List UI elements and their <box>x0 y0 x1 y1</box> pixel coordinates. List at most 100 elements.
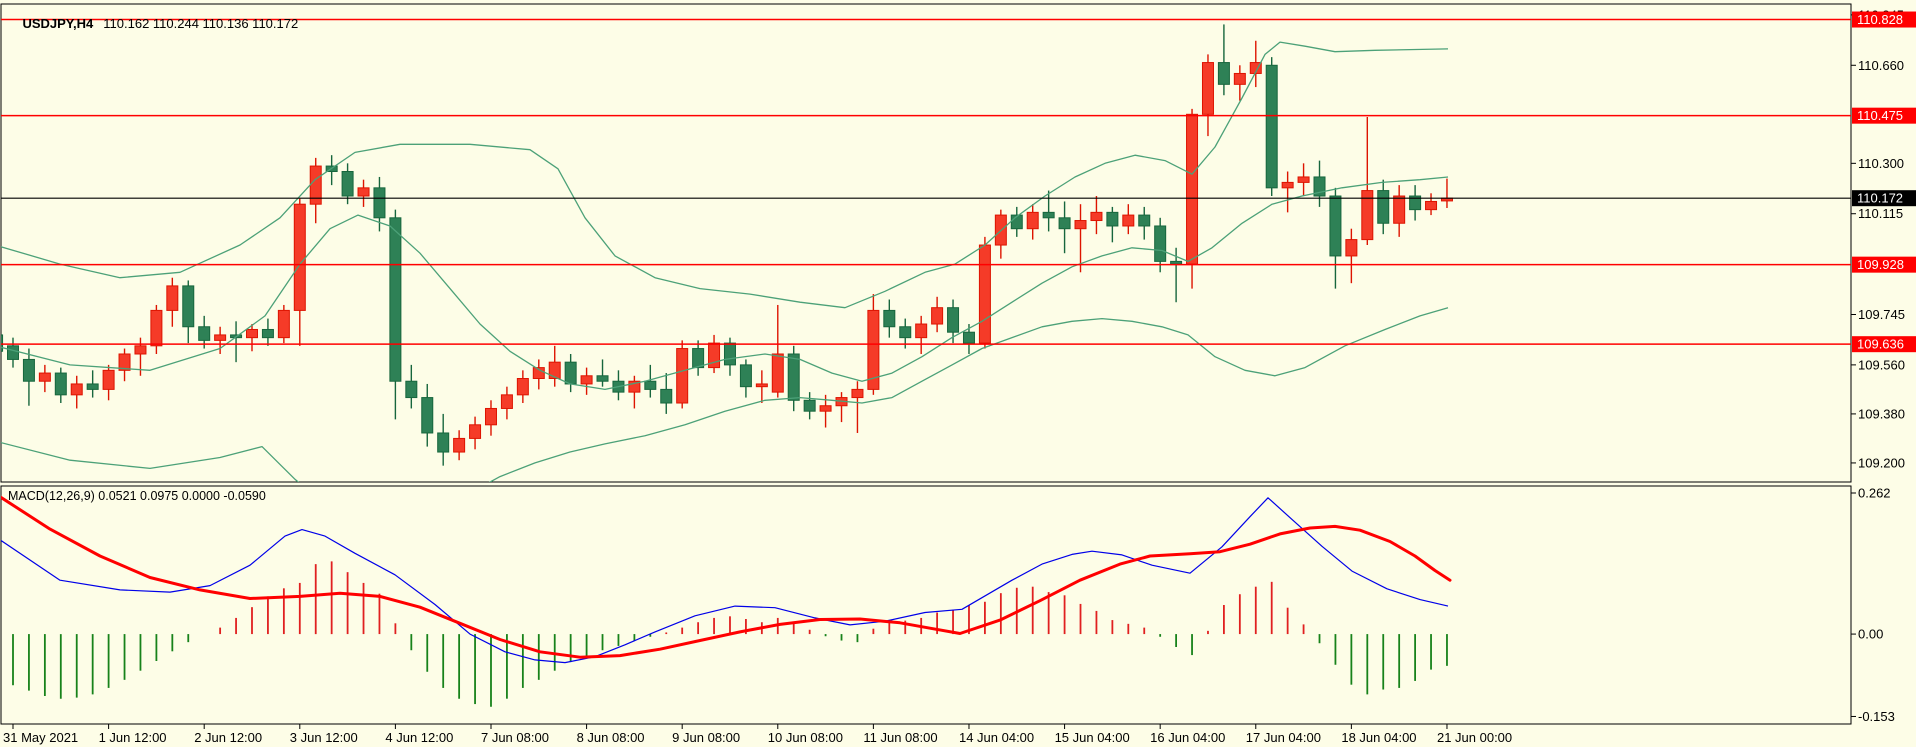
price-badge-label: 110.172 <box>1857 191 1903 206</box>
candle-body <box>1170 260 1183 265</box>
candle-body <box>70 383 83 396</box>
candle-body <box>261 328 274 339</box>
macd-tick-label: 0.262 <box>1858 486 1891 501</box>
candle-body <box>198 326 211 341</box>
time-tick-label: 11 Jun 08:00 <box>863 730 937 745</box>
bollinger-bands <box>1 41 1449 482</box>
candle-body <box>1329 195 1342 257</box>
candle-body <box>851 388 864 399</box>
candle-body <box>819 405 832 412</box>
candle-body <box>1201 62 1214 115</box>
candle-body <box>660 388 673 404</box>
symbol-timeframe-label: USDJPY,H4 <box>22 16 94 31</box>
candle-body <box>532 367 545 380</box>
time-tick-label: 31 May 2021 <box>3 730 78 745</box>
candle-body <box>692 348 705 369</box>
price-panel-border <box>0 3 1852 483</box>
candle-body <box>1186 113 1199 265</box>
candle-body <box>389 217 402 382</box>
candle-body <box>1138 214 1151 227</box>
candle-body <box>1058 217 1071 230</box>
candle-body <box>22 358 35 382</box>
candle-body <box>421 397 434 434</box>
candle-body <box>564 361 577 385</box>
candle-body <box>469 424 482 439</box>
candle-body <box>708 342 721 369</box>
candle-body <box>1345 239 1358 257</box>
candle-body <box>1 334 4 352</box>
price-axis[interactable]: 110.845110.660110.300110.115109.745109.5… <box>1851 7 1916 470</box>
indicator-axis[interactable]: 0.262 0.00 -0.153 <box>1851 486 1895 724</box>
price-badge-label: 110.828 <box>1857 12 1903 27</box>
candle-body <box>277 309 290 339</box>
candle-body <box>86 383 99 390</box>
candle-body <box>1217 62 1230 85</box>
price-panel[interactable] <box>0 18 1851 531</box>
candle-body <box>118 353 131 371</box>
price-tick-label: 110.660 <box>1858 58 1904 73</box>
candle-body <box>1106 211 1119 227</box>
macd-histogram <box>12 561 1448 707</box>
time-tick-label: 1 Jun 12:00 <box>99 730 167 745</box>
price-tick-label: 109.560 <box>1858 357 1905 372</box>
price-badge <box>1852 107 1916 124</box>
candle-body <box>484 407 497 426</box>
macd-panel[interactable] <box>0 495 1452 707</box>
candle-body <box>341 171 354 197</box>
candle-body <box>1154 225 1167 262</box>
price-tick-label: 109.745 <box>1858 307 1905 322</box>
candle-body <box>883 309 896 328</box>
candle-body <box>245 328 258 339</box>
candle-body <box>978 244 991 344</box>
price-tick-label: 110.300 <box>1858 156 1904 171</box>
chart-title: USDJPY,H4 110.162 110.244 110.136 110.172 <box>8 1 298 46</box>
candle-body <box>548 361 561 380</box>
candle-body <box>931 307 944 325</box>
candle-body <box>676 348 689 404</box>
time-tick-label: 14 Jun 04:00 <box>959 730 1034 745</box>
candle-body <box>1393 195 1406 224</box>
candle-body <box>7 345 19 360</box>
candle-body <box>899 326 912 339</box>
time-tick-label: 16 Jun 04:00 <box>1150 730 1225 745</box>
time-axis[interactable]: 31 May 2021 1 Jun 12:00 2 Jun 12:00 3 Jun 1… <box>3 724 1512 745</box>
candle-body <box>134 345 147 355</box>
candle-body <box>1265 64 1278 189</box>
candle-body <box>516 378 529 396</box>
time-tick-label: 3 Jun 12:00 <box>290 730 358 745</box>
candle-body <box>1377 190 1390 224</box>
candle-body <box>293 203 306 311</box>
macd-tick-label: 0.00 <box>1858 627 1883 642</box>
time-tick-label: 15 Jun 04:00 <box>1055 730 1130 745</box>
candle-body <box>1233 72 1246 85</box>
candle-body <box>628 380 641 393</box>
candle-body <box>1026 211 1039 230</box>
time-tick-label: 7 Jun 08:00 <box>481 730 549 745</box>
price-tick-label: 109.200 <box>1858 455 1905 470</box>
upper-band <box>1 41 1449 309</box>
time-tick-label: 18 Jun 04:00 <box>1341 730 1416 745</box>
candle-body <box>739 364 752 388</box>
candle-body <box>166 285 179 311</box>
price-badge-label: 110.475 <box>1857 108 1903 123</box>
candle-body <box>803 399 816 412</box>
candle-body <box>1281 181 1294 189</box>
price-badge-label: 109.636 <box>1857 337 1904 352</box>
candle-body <box>405 380 418 399</box>
candlesticks <box>1 24 1453 466</box>
candle-body <box>453 437 466 453</box>
candle-body <box>1122 214 1135 227</box>
time-tick-label: 4 Jun 12:00 <box>385 730 453 745</box>
candle-body <box>1409 195 1422 211</box>
price-badge <box>1852 190 1916 207</box>
lower-band <box>1 307 1449 482</box>
horizontal-levels <box>1 18 1851 345</box>
time-tick-label: 2 Jun 12:00 <box>194 730 262 745</box>
price-badge <box>1852 256 1916 273</box>
candle-body <box>357 187 370 197</box>
candle-body <box>787 353 800 401</box>
candle-body <box>644 380 657 390</box>
macd-panel-border <box>0 485 1852 725</box>
